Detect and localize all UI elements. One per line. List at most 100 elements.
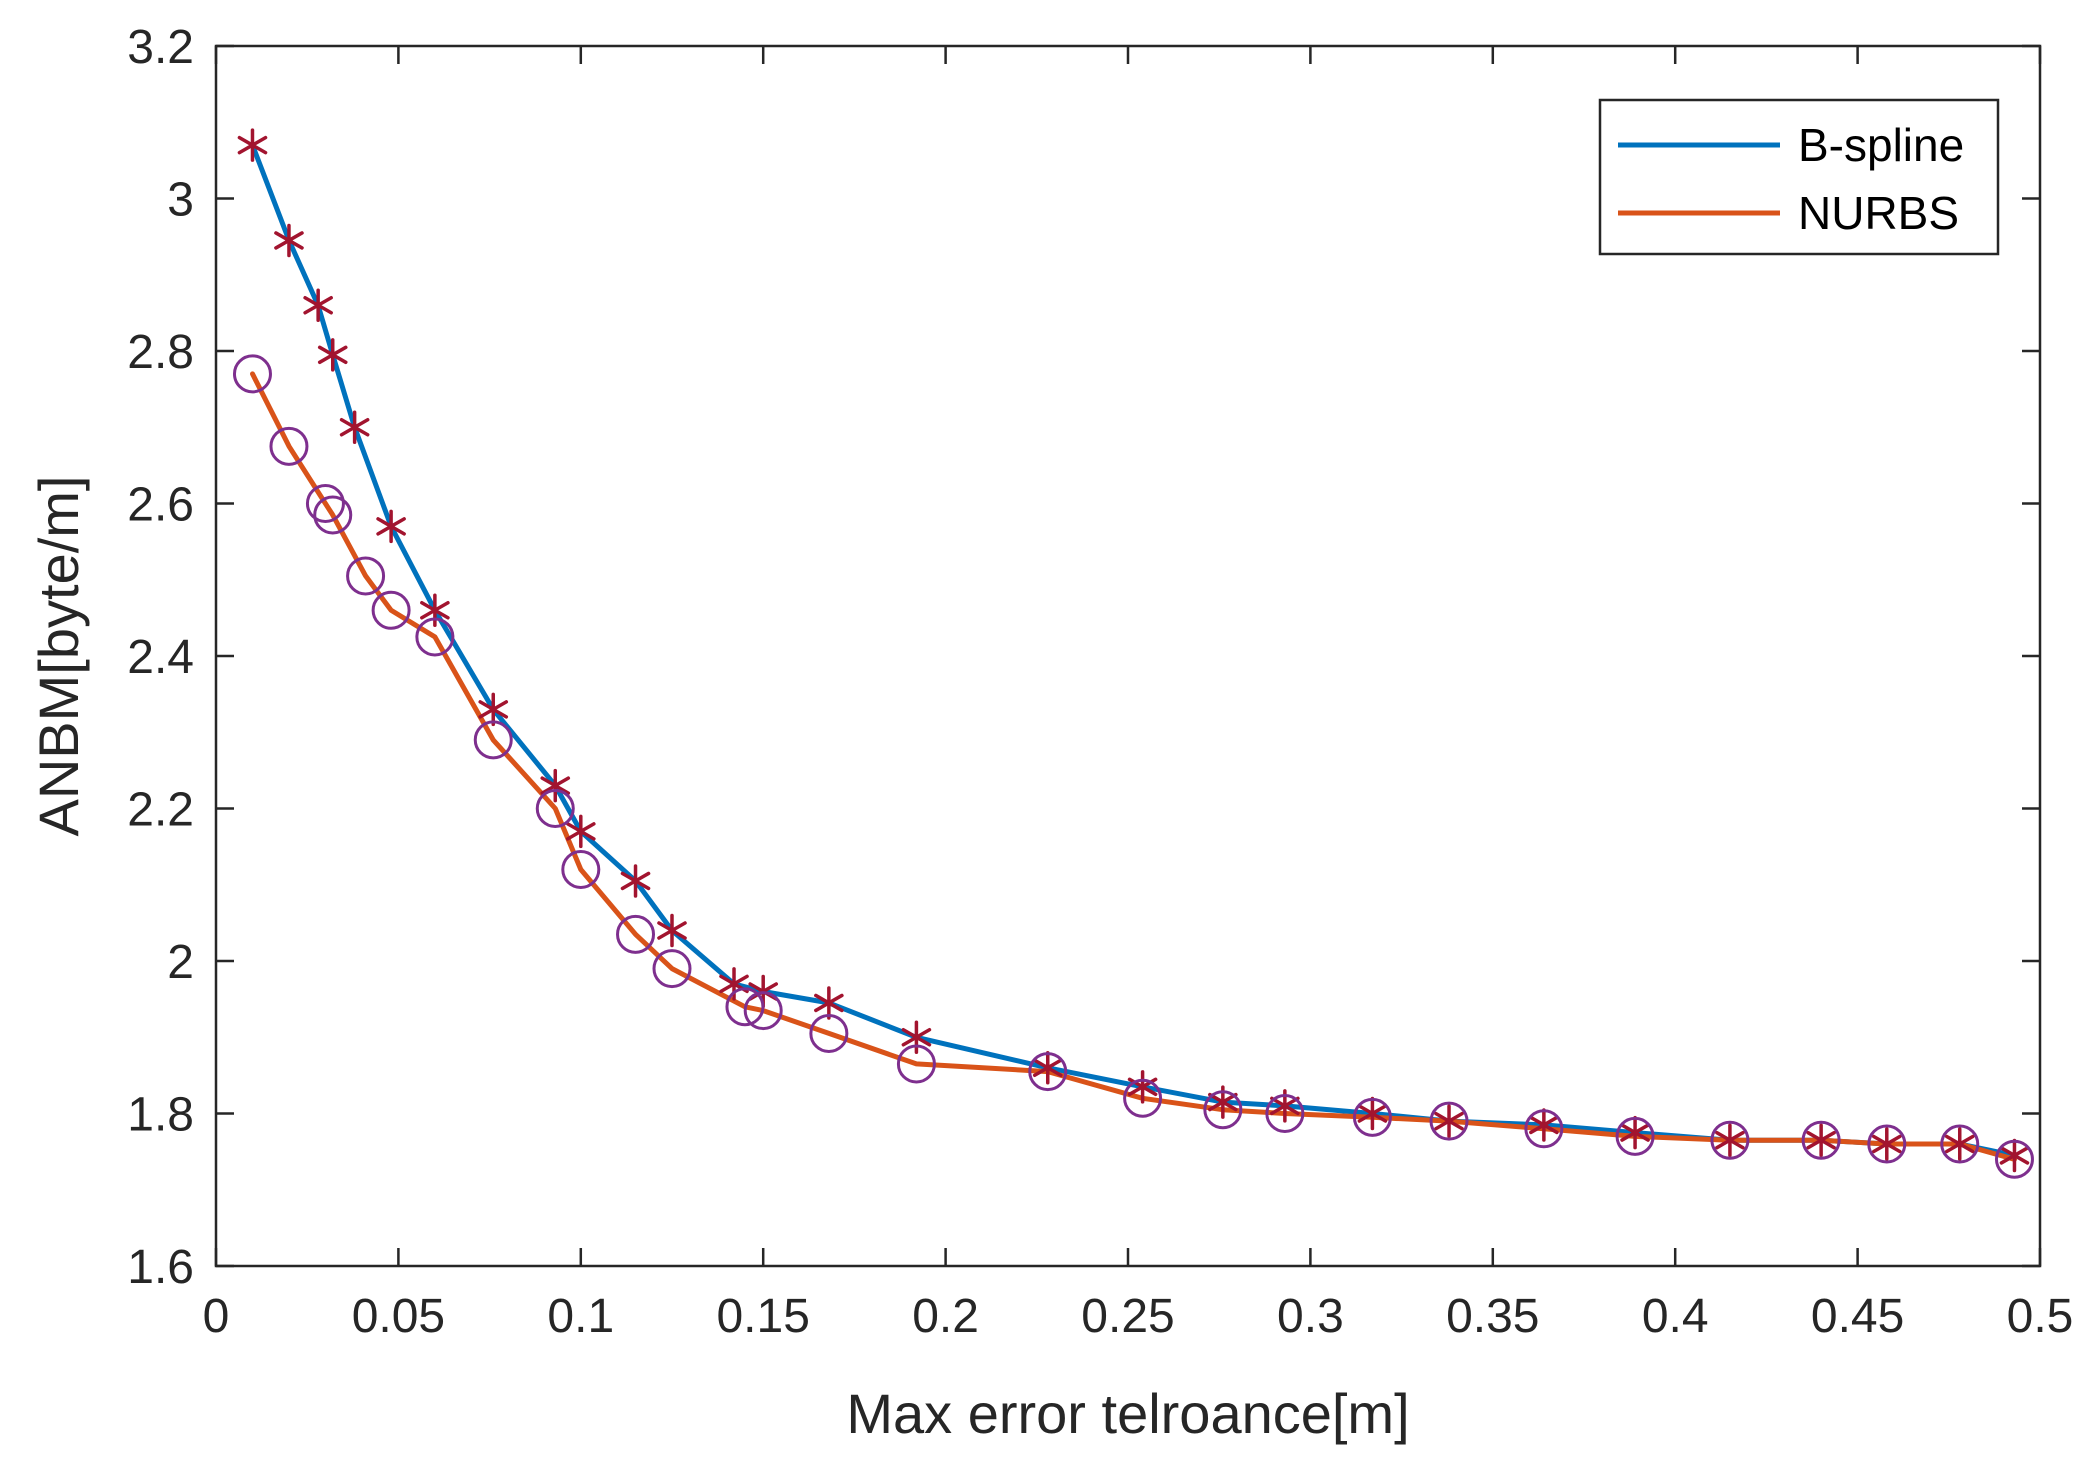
series-layer bbox=[232, 128, 2034, 1179]
series-line-nurbs bbox=[250, 371, 2017, 1162]
b-spline-marker-stroke bbox=[1806, 1130, 1836, 1150]
nurbs-marker bbox=[1123, 1078, 1163, 1118]
x-tick-label: 0.45 bbox=[1811, 1290, 1904, 1343]
y-tick-label: 2 bbox=[167, 936, 194, 989]
x-tick-label: 0.35 bbox=[1446, 1290, 1539, 1343]
nurbs-marker bbox=[269, 426, 309, 466]
legend-box bbox=[1598, 98, 2000, 256]
x-tick-label: 0 bbox=[203, 1290, 230, 1343]
b-spline-marker-stroke bbox=[1434, 1111, 1464, 1131]
nurbs-marker bbox=[1524, 1109, 1564, 1149]
b-spline-marker-stroke bbox=[566, 822, 596, 841]
x-tick-label: 0.4 bbox=[1642, 1290, 1709, 1343]
b-spline-marker bbox=[478, 692, 509, 727]
x-tick-label: 0.2 bbox=[912, 1290, 979, 1343]
b-spline-marker-stroke bbox=[339, 418, 370, 437]
b-spline-marker-stroke bbox=[1620, 1123, 1650, 1142]
b-spline-marker bbox=[237, 128, 268, 162]
b-spline-marker bbox=[1620, 1115, 1650, 1150]
b-spline-marker-stroke bbox=[1999, 1146, 2030, 1165]
y-tick-label: 2.8 bbox=[127, 326, 194, 379]
b-spline-marker bbox=[1357, 1096, 1388, 1131]
nurbs-marker bbox=[1429, 1101, 1469, 1141]
b-spline-marker-stroke bbox=[1871, 1134, 1902, 1154]
b-spline-marker bbox=[1715, 1123, 1745, 1157]
x-tick-label: 0.5 bbox=[2007, 1290, 2074, 1343]
nurbs-marker bbox=[1710, 1120, 1750, 1160]
nurbs-marker bbox=[809, 1013, 849, 1053]
b-spline-marker-stroke bbox=[719, 974, 749, 994]
b-spline-marker bbox=[1434, 1104, 1464, 1138]
b-spline-marker bbox=[317, 338, 348, 372]
b-spline-marker bbox=[339, 410, 370, 444]
b-spline-marker bbox=[1806, 1123, 1836, 1157]
legend-label-nurbs: NURBS bbox=[1798, 187, 1959, 239]
x-tick-label: 0.25 bbox=[1081, 1290, 1174, 1343]
legend-label-b-spline: B-spline bbox=[1798, 119, 1964, 171]
b-spline-marker-stroke bbox=[1715, 1130, 1745, 1150]
y-tick-label: 1.8 bbox=[127, 1089, 194, 1142]
y-axis-label: ANBM[byte/m] bbox=[27, 476, 90, 837]
b-spline-marker bbox=[657, 913, 687, 948]
nurbs-marker bbox=[743, 991, 783, 1031]
nurbs-marker bbox=[1265, 1094, 1305, 1133]
nurbs-marker bbox=[616, 914, 656, 954]
b-spline-marker bbox=[814, 986, 844, 1020]
b-spline-marker-stroke bbox=[303, 296, 333, 315]
b-spline-marker-stroke bbox=[376, 517, 406, 536]
nurbs-marker bbox=[896, 1044, 936, 1084]
nurbs-marker bbox=[1203, 1090, 1243, 1130]
nurbs-marker bbox=[313, 495, 353, 535]
b-spline-marker bbox=[274, 223, 304, 258]
nurbs-marker bbox=[1867, 1124, 1907, 1164]
b-spline-marker-stroke bbox=[814, 993, 844, 1013]
ticks-layer: 0 0.05 0.1 0.15 0.2 0.25 0.3 0.35 0.4 0.45 0.5 1.6 1… bbox=[127, 21, 2073, 1343]
y-tick-label: 3.2 bbox=[127, 21, 194, 74]
b-spline-marker-stroke bbox=[1270, 1096, 1300, 1116]
b-spline-marker bbox=[566, 814, 596, 849]
nurbs-marker bbox=[1940, 1124, 1980, 1164]
b-spline-marker-stroke bbox=[1944, 1134, 1975, 1154]
nurbs-marker bbox=[725, 987, 765, 1027]
b-spline-marker bbox=[303, 288, 333, 322]
b-spline-marker-stroke bbox=[657, 921, 687, 940]
b-spline-marker-stroke bbox=[274, 231, 304, 250]
b-spline-marker-stroke bbox=[1208, 1092, 1238, 1112]
b-spline-marker bbox=[540, 768, 571, 803]
b-spline-marker-stroke bbox=[901, 1028, 932, 1047]
nurbs-marker bbox=[305, 484, 345, 523]
nurbs-marker bbox=[415, 617, 455, 657]
b-spline-marker-stroke bbox=[237, 135, 268, 155]
b-spline-marker bbox=[1529, 1108, 1559, 1142]
b-spline-marker bbox=[1999, 1138, 2030, 1173]
nurbs-marker bbox=[535, 789, 575, 828]
b-spline-marker-stroke bbox=[540, 776, 571, 795]
nurbs-marker bbox=[473, 720, 513, 760]
b-spline-marker bbox=[376, 509, 406, 544]
x-axis-label: Max error telroance[m] bbox=[846, 1382, 1409, 1445]
legend: B-spline NURBS bbox=[1598, 98, 2000, 256]
nurbs-marker bbox=[1801, 1120, 1841, 1160]
nurbs-marker bbox=[1615, 1116, 1655, 1156]
y-tick-label: 2.4 bbox=[127, 631, 194, 684]
b-spline-marker bbox=[620, 864, 651, 898]
y-tick-label: 2.2 bbox=[127, 784, 194, 837]
x-tick-label: 0.3 bbox=[1277, 1290, 1344, 1343]
y-tick-label: 2.6 bbox=[127, 479, 194, 532]
nurbs-marker bbox=[1352, 1097, 1392, 1137]
nurbs-marker bbox=[1994, 1139, 2034, 1179]
nurbs-marker bbox=[561, 850, 601, 889]
nurbs-marker bbox=[1028, 1052, 1068, 1092]
b-spline-marker-stroke bbox=[1357, 1104, 1388, 1123]
b-spline-marker-stroke bbox=[620, 871, 651, 891]
nurbs-marker bbox=[232, 354, 272, 394]
y-tick-label: 3 bbox=[167, 174, 194, 227]
b-spline-marker bbox=[1944, 1127, 1975, 1161]
b-spline-marker-stroke bbox=[478, 700, 509, 719]
b-spline-marker-stroke bbox=[420, 601, 450, 620]
b-spline-marker bbox=[1032, 1051, 1063, 1085]
x-tick-label: 0.15 bbox=[716, 1290, 809, 1343]
nurbs-marker bbox=[346, 556, 386, 596]
y-tick-label: 1.6 bbox=[127, 1241, 194, 1294]
